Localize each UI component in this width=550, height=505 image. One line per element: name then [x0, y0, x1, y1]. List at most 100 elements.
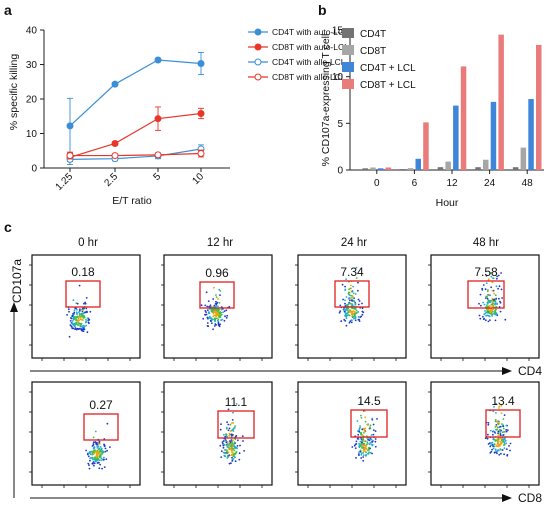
flow-event-dot [213, 325, 216, 327]
flow-event-dot [492, 433, 494, 436]
flow-event-dot [89, 457, 91, 460]
flow-event-dot [68, 310, 70, 313]
flow-event-dot [489, 319, 491, 321]
chart-a-y-tick-label: 40 [26, 26, 38, 37]
flow-event-dot [360, 433, 362, 436]
flow-event-dot [350, 284, 352, 287]
flow-event-dot [78, 311, 80, 313]
flow-event-dot [218, 311, 221, 314]
flow-timepoint-3: 48 hr [473, 237, 499, 249]
flow-event-dot [226, 421, 229, 423]
flow-event-dot [92, 462, 94, 465]
flow-event-dot [79, 323, 82, 325]
flow-event-dot [355, 457, 357, 459]
flow-event-dot [487, 433, 489, 436]
flow-event-dot [347, 297, 350, 300]
flow-y-marker-label: CD107a [10, 259, 24, 303]
flow-event-dot [495, 412, 497, 414]
flow-event-dot [363, 440, 365, 443]
flow-event-dot [216, 313, 219, 316]
flow-event-dot [345, 296, 348, 298]
flow-event-dot [487, 311, 489, 313]
flow-event-dot [77, 324, 79, 327]
chart-a-x-tick-label: 10 [190, 171, 206, 187]
flow-event-dot [485, 314, 487, 317]
flow-event-dot [226, 435, 229, 438]
chart-a-y-tick-label: 20 [26, 95, 38, 106]
flow-event-dot [500, 452, 502, 455]
flow-event-dot [352, 310, 355, 312]
flow-event-dot [237, 439, 239, 442]
flow-event-dot [357, 289, 359, 292]
flow-event-dot [499, 443, 502, 446]
chart-b-x-tick-label: 48 [522, 178, 534, 189]
flow-event-dot [503, 414, 506, 416]
flow-event-dot [489, 445, 492, 448]
flow-event-dot [498, 285, 501, 288]
flow-event-dot [216, 271, 218, 274]
flow-event-dot [367, 438, 369, 441]
flow-event-dot [358, 320, 361, 322]
flow-event-dot [339, 310, 342, 313]
flow-event-dot [355, 266, 358, 269]
flow-event-dot [103, 444, 106, 447]
flow-gate-percentage: 13.4 [491, 394, 515, 408]
flow-event-dot [79, 318, 82, 320]
flow-event-dot [360, 443, 362, 445]
flow-event-dot [361, 441, 363, 444]
flow-event-dot [491, 301, 494, 304]
flow-event-dot [372, 423, 375, 426]
flow-event-dot [92, 436, 95, 439]
flow-event-dot [374, 440, 377, 443]
flow-event-dot [230, 443, 233, 446]
flow-event-dot [78, 312, 81, 315]
flow-event-dot [354, 319, 357, 322]
flow-event-dot [99, 450, 102, 453]
chart-b-bar [453, 105, 459, 170]
flow-event-dot [207, 325, 210, 328]
flow-event-dot [101, 467, 103, 470]
flow-event-dot [494, 300, 497, 302]
flow-event-dot [487, 443, 490, 445]
flow-event-dot [72, 313, 74, 315]
flow-event-dot [102, 450, 105, 453]
flow-event-dot [229, 447, 232, 450]
flow-event-dot [487, 422, 490, 424]
flow-event-dot [69, 320, 72, 322]
flow-event-dot [217, 310, 219, 312]
flow-event-dot [96, 447, 99, 449]
flow-event-dot [228, 427, 231, 430]
flow-event-dot [495, 285, 498, 288]
flow-event-dot [352, 313, 354, 316]
flow-event-dot [99, 463, 101, 466]
flow-event-dot [494, 419, 497, 421]
flow-event-dot [490, 272, 492, 274]
flow-timepoint-0: 0 hr [78, 237, 98, 249]
flow-event-dot [224, 449, 227, 451]
flow-event-dot [358, 430, 361, 433]
flow-event-dot [343, 318, 346, 321]
flow-event-dot [492, 277, 494, 280]
flow-event-dot [508, 445, 510, 447]
flow-event-dot [83, 302, 85, 305]
flow-event-dot [92, 443, 95, 445]
flow-event-dot [493, 445, 496, 448]
flow-event-dot [226, 450, 229, 453]
flow-event-dot [483, 313, 486, 316]
flow-event-dot [349, 320, 352, 323]
flow-event-dot [228, 305, 231, 308]
flow-gate-percentage: 0.27 [89, 398, 113, 412]
flow-event-dot [351, 319, 353, 322]
panel-label-a: a [4, 2, 12, 18]
flow-event-dot [498, 405, 501, 408]
flow-event-dot [491, 313, 494, 316]
flow-event-dot [340, 320, 343, 323]
flow-event-dot [100, 448, 103, 450]
flow-event-dot [344, 320, 347, 322]
flow-event-dot [364, 420, 367, 423]
flow-event-dot [103, 466, 106, 468]
chart-b-x-tick-label: 24 [484, 178, 496, 189]
flow-event-dot [490, 300, 493, 302]
flow-event-dot [484, 310, 486, 312]
flow-event-dot [81, 330, 84, 332]
